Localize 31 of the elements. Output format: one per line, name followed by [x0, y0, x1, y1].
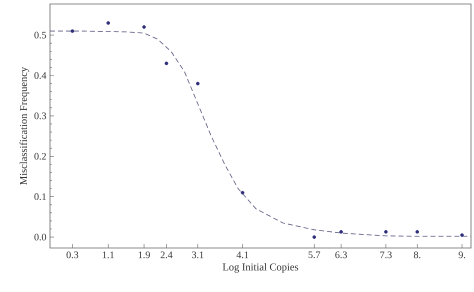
x-tick-label: 6.3: [335, 252, 347, 258]
y-tick-label: 0.0: [34, 234, 46, 240]
point: [415, 230, 420, 234]
point: [106, 21, 110, 25]
x-tick-label: 5.7: [308, 252, 320, 258]
point: [196, 82, 200, 86]
y-tick-label: 0.4: [34, 72, 46, 79]
x-tick-label: 3.1: [192, 252, 204, 258]
y-tick-label: 0.3: [34, 112, 46, 120]
x-axis-title: Log Initial Copies: [222, 263, 298, 273]
y-axis-title: Misclassification Frequency: [20, 66, 30, 185]
x-tick-label: 7.3: [380, 252, 392, 258]
point: [460, 233, 464, 237]
x-tick-label: 1.9: [138, 252, 150, 258]
point: [312, 235, 316, 239]
point: [384, 230, 388, 234]
x-tick-label: 2.4: [160, 252, 173, 258]
x-tick-label: 4.1: [236, 252, 248, 258]
x-tick-label: 8.: [414, 252, 420, 258]
y-tick-label: 0.2: [34, 152, 46, 160]
y-tick-label: 0.1: [34, 193, 46, 200]
point: [240, 190, 244, 194]
x-tick-label: 1.1: [102, 252, 114, 258]
x-tick-label: 9.: [458, 252, 466, 258]
point: [339, 230, 343, 234]
point: [70, 29, 74, 33]
x-tick-label: 0.3: [66, 252, 78, 258]
point: [164, 62, 168, 66]
line-series: [50, 30, 471, 237]
point: [142, 25, 146, 29]
y-tick-label: 0.5: [34, 32, 46, 38]
